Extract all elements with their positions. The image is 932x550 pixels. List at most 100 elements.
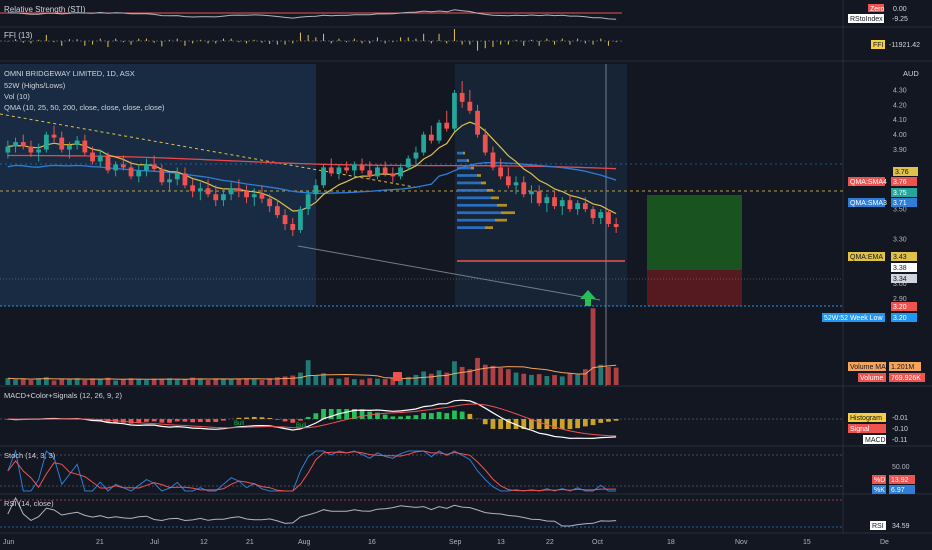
stoch-pane-label[interactable]: Stoch (14, 3, 3) <box>4 451 56 460</box>
ffi-bar <box>161 41 163 47</box>
indicator-qma-label[interactable]: QMA (10, 25, 50, 200, close, close, clos… <box>4 103 165 112</box>
ffi-bar <box>538 41 540 46</box>
macd-hist-bar <box>382 414 388 419</box>
time-axis[interactable]: Jun 21 Jul 12 21 Aug 16 Sep 13 22 Oct 18 Nov 15 De <box>3 539 889 546</box>
price-tick-3: 4.00 <box>893 132 907 139</box>
macd-hist-bar <box>328 409 334 419</box>
volume-bar <box>67 379 72 385</box>
ffi-bar <box>99 38 101 41</box>
candle-body <box>467 101 473 111</box>
macd-hist-bar <box>413 415 419 419</box>
ffi-bar <box>400 37 402 41</box>
ffi-tag: FFI <box>873 42 884 49</box>
macd-hist-bar <box>167 419 172 423</box>
macd-signal-line <box>7 403 617 437</box>
candle-body <box>267 198 273 207</box>
trendline-support[interactable] <box>297 245 601 301</box>
time-tick-6: 16 <box>368 539 376 546</box>
macd-line <box>7 399 617 440</box>
macd-hist-bar <box>467 413 473 419</box>
ffi-bar <box>323 33 325 41</box>
macd-pane-label[interactable]: MACD+Color+Signals (12, 26, 9, 2) <box>4 391 122 400</box>
candle-body <box>20 142 26 147</box>
volume-bar <box>529 374 534 385</box>
value-tags: Zero 0.00 RStoIndex -9.25 FFI -11921.42 … <box>822 4 925 530</box>
rs-zero-value: 0.00 <box>893 6 907 13</box>
candle-body <box>298 209 303 230</box>
volume-profile-bar <box>457 196 491 200</box>
macd-hist-bar <box>613 419 619 421</box>
volume-bar <box>36 378 42 385</box>
macd-hist-bar <box>344 409 350 419</box>
macd-hist-bar <box>244 417 249 419</box>
time-tick-2: Jul <box>150 539 159 546</box>
pane-separators <box>0 0 932 534</box>
ffi-bar <box>469 41 471 45</box>
risk-zone[interactable] <box>647 270 742 306</box>
earnings-marker-icon[interactable] <box>393 372 402 381</box>
volume-bar <box>336 378 342 385</box>
ffi-bar <box>600 38 602 41</box>
macd-hist-bar <box>567 419 573 429</box>
volume-bar <box>144 380 149 385</box>
ffi-bar <box>269 41 271 44</box>
ffi-bar <box>115 38 117 41</box>
ffi-bar <box>307 35 309 41</box>
ffi-bar <box>230 38 232 41</box>
macd-hist-bar <box>421 412 427 419</box>
candle-body <box>498 167 504 177</box>
candle-body <box>444 122 450 129</box>
price-tick-10: 2.90 <box>893 296 907 303</box>
macd-hist-bar <box>259 417 265 419</box>
candle-body <box>97 155 103 162</box>
price-tick-0: 4.30 <box>893 87 907 94</box>
volume-bar <box>544 375 550 385</box>
volume-bar <box>575 374 581 385</box>
symbol-title[interactable]: OMNI BRIDGEWAY LIMITED, 1D, ASX <box>4 69 135 78</box>
rs-pane-label[interactable]: Relative Strength (STI) <box>4 5 86 14</box>
macd-hist-bar <box>197 419 203 422</box>
indicator-52w-label[interactable]: 52W (Highs/Lows) <box>4 81 66 90</box>
macd-hist-bar <box>544 419 550 429</box>
range-highlight-left <box>0 64 316 306</box>
ffi-bar <box>438 33 440 41</box>
buy-signal-arrow-icon[interactable] <box>580 290 596 306</box>
ffi-bar <box>330 41 332 44</box>
ffi-bar <box>492 41 494 47</box>
ffi-bar <box>361 41 363 44</box>
candle-body <box>606 212 611 225</box>
macd-hist-bar <box>136 419 142 424</box>
macd-hist-bar <box>452 410 457 419</box>
ffi-bar <box>22 41 24 43</box>
trendline-down[interactable] <box>0 113 421 189</box>
ffi-bar <box>15 39 17 41</box>
candle-body <box>421 134 427 153</box>
time-tick-5: Aug <box>298 539 311 546</box>
macd-tag: MACD <box>865 437 886 444</box>
candle-body <box>482 134 488 153</box>
volume-bar <box>505 369 511 385</box>
volume-bar <box>421 371 427 385</box>
price-tick-6: 3.50 <box>893 207 907 214</box>
ffi-bar <box>484 41 486 49</box>
ffi-bar <box>430 41 432 44</box>
volume-bar <box>244 378 249 385</box>
volume-profile-bar <box>457 189 487 192</box>
macd-hist-bar <box>552 419 557 429</box>
volume-profile-bar <box>463 151 465 155</box>
macd-hist-bar <box>182 419 188 422</box>
rsi-pane-label[interactable]: RSI (14, close) <box>4 499 54 508</box>
volume-bar <box>136 379 142 385</box>
ffi-pane-label[interactable]: FFI (13) <box>4 31 33 40</box>
ffi-bar <box>453 29 455 41</box>
candle-body <box>513 182 519 186</box>
stoch-k-value: 6.97 <box>891 487 905 494</box>
ffi-bar <box>145 38 147 41</box>
candle-body <box>575 203 581 210</box>
volume-bar <box>236 378 242 385</box>
indicator-vol-label[interactable]: Vol (10) <box>4 92 30 101</box>
candle-body <box>213 194 219 201</box>
reward-zone[interactable] <box>647 195 742 270</box>
candle-body <box>251 194 257 198</box>
